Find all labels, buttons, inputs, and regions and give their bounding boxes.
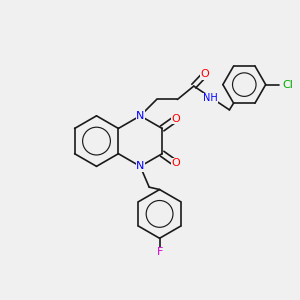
Text: N: N [136,111,144,121]
Text: NH: NH [203,93,218,103]
Text: O: O [171,158,180,168]
Text: N: N [136,161,144,171]
Text: O: O [171,114,180,124]
Text: O: O [201,69,209,79]
Text: N: N [136,161,144,171]
Text: N: N [136,111,144,121]
Text: Cl: Cl [283,80,293,90]
Text: F: F [156,247,163,257]
